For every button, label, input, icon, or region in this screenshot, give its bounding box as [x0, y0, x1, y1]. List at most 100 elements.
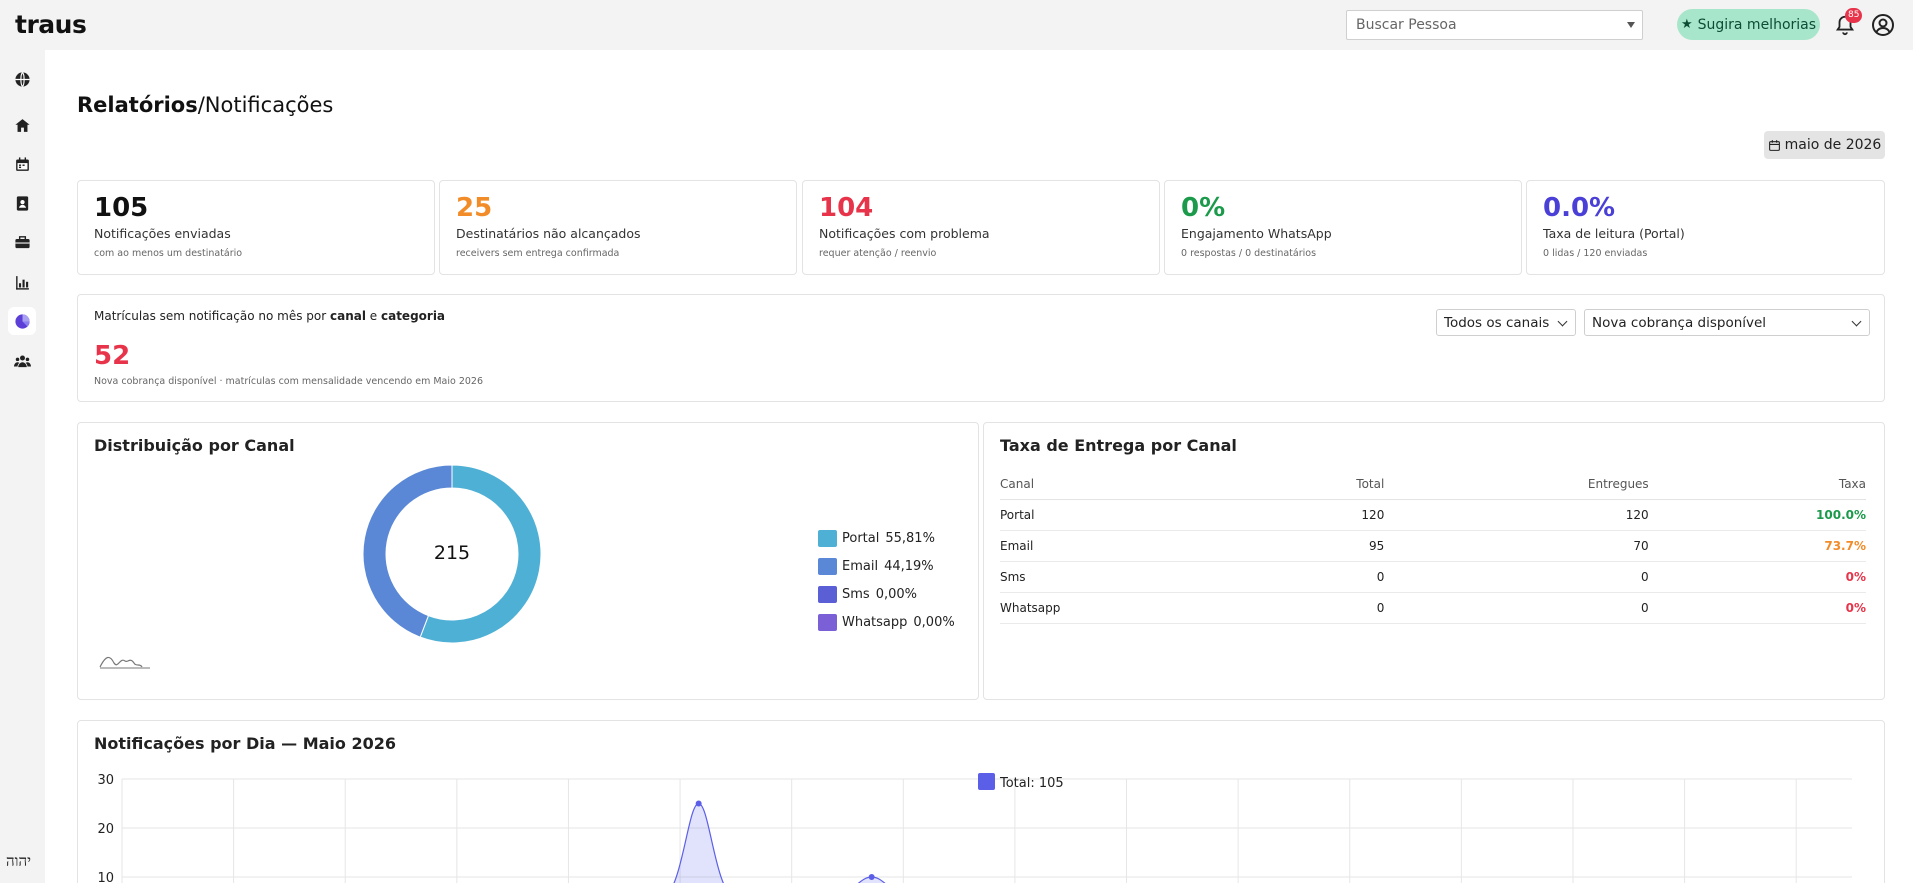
cell-taxa: 0%	[1648, 561, 1866, 593]
kpi-subtext: 0 lidas / 120 enviadas	[1543, 248, 1648, 259]
panel-title: Distribuição por Canal	[94, 436, 295, 455]
kpi-value: 25	[456, 193, 493, 223]
cell-entregues: 70	[1384, 530, 1649, 562]
y-tick-label: 30	[97, 773, 114, 788]
sidebar-item-globe[interactable]	[8, 65, 36, 93]
kpi-subtext: requer atenção / reenvio	[819, 248, 937, 259]
table-row: Whatsapp 0 0 0%	[1000, 592, 1866, 624]
distribution-panel: Distribuição por Canal 215 Portal 55,81% …	[77, 422, 979, 700]
cell-total: 0	[1262, 561, 1385, 593]
channel-select[interactable]: Todos os canais	[1436, 309, 1576, 336]
globe-icon	[14, 71, 30, 87]
kpi-label: Taxa de leitura (Portal)	[1543, 226, 1685, 241]
cell-entregues: 120	[1384, 499, 1649, 531]
data-point[interactable]	[868, 874, 875, 880]
delivery-rate-panel: Taxa de Entrega por Canal Canal Total En…	[983, 422, 1885, 700]
kpi-value: 0%	[1181, 193, 1226, 223]
chevron-down-icon	[1851, 316, 1862, 327]
sidebar-footer-text: יהוה	[6, 852, 32, 870]
cell-total: 120	[1262, 499, 1385, 531]
legend-swatch	[818, 613, 837, 631]
legend-swatch	[818, 585, 837, 603]
kpi-label: Notificações com problema	[819, 226, 990, 241]
kpi-subtext: receivers sem entrega confirmada	[456, 248, 620, 259]
legend-item-email[interactable]: Email 44,19%	[818, 552, 955, 580]
cell-taxa: 0%	[1648, 592, 1866, 624]
sidebar: יהוה	[0, 50, 45, 883]
suggest-improvements-button[interactable]: ★ Sugira melhorias	[1677, 9, 1820, 40]
kpi-value: 104	[819, 193, 874, 223]
missing-subtext: Nova cobrança disponível · matrículas co…	[94, 376, 484, 387]
notification-count-badge: 85	[1845, 8, 1863, 23]
app-logo[interactable]: traus	[15, 10, 87, 39]
main-content: Relatórios/Notificações maio de 2026 105…	[45, 50, 1913, 883]
chart-grid	[121, 778, 1852, 883]
y-tick-label: 10	[97, 871, 114, 883]
cell-canal: Whatsapp	[1000, 592, 1263, 624]
kpi-subtext: 0 respostas / 0 destinatários	[1181, 248, 1317, 259]
user-account-icon[interactable]	[1871, 13, 1895, 37]
missing-notifications-card: Matrículas sem notificação no mês por ca…	[77, 294, 1885, 402]
page-title-section[interactable]: Relatórios	[77, 93, 198, 117]
missing-title: Matrículas sem notificação no mês por ca…	[94, 309, 446, 323]
column-header-taxa: Taxa	[1648, 469, 1866, 500]
kpi-label: Engajamento WhatsApp	[1181, 226, 1332, 241]
data-point[interactable]	[695, 800, 702, 807]
page-title: Relatórios/Notificações	[77, 93, 333, 117]
cell-taxa: 100.0%	[1648, 499, 1866, 531]
legend-item-sms[interactable]: Sms 0,00%	[818, 580, 955, 608]
contacts-icon	[16, 195, 28, 211]
daily-area-chart: 10 20 30 Total: 105	[97, 773, 1852, 883]
kpi-card-whatsapp-engagement: 0% Engajamento WhatsApp 0 respostas / 0 …	[1164, 180, 1522, 275]
table-row: Sms 0 0 0%	[1000, 561, 1866, 593]
sidebar-item-notifications-report[interactable]	[8, 307, 36, 335]
column-header-entregues: Entregues	[1384, 469, 1649, 500]
cell-entregues: 0	[1384, 561, 1649, 593]
cell-total: 0	[1262, 592, 1385, 624]
dropdown-caret-icon[interactable]	[1627, 22, 1635, 28]
donut-chart: 215	[99, 464, 542, 669]
donut-slice-portal[interactable]	[419, 464, 542, 644]
sidebar-item-reports[interactable]	[8, 268, 36, 296]
column-header-total: Total	[1262, 469, 1385, 500]
calendar-icon	[15, 156, 29, 171]
sidebar-item-contacts[interactable]	[8, 189, 36, 217]
sidebar-item-home[interactable]	[8, 111, 36, 139]
suggest-label: Sugira melhorias	[1697, 16, 1817, 33]
donut-total-label: 215	[434, 542, 470, 564]
daily-notifications-panel: Notificações por Dia — Maio 2026 10 20 30 …	[77, 720, 1885, 883]
cell-entregues: 0	[1384, 592, 1649, 624]
donut-slice-email[interactable]	[362, 464, 453, 638]
y-axis-ticks: 10 20 30	[97, 773, 114, 883]
kpi-label: Notificações enviadas	[94, 226, 231, 241]
sidebar-item-briefcase[interactable]	[8, 228, 36, 256]
panel-title: Taxa de Entrega por Canal	[1000, 436, 1237, 455]
chevron-down-icon	[1557, 316, 1568, 327]
legend-item-whatsapp[interactable]: Whatsapp 0,00%	[818, 608, 955, 636]
legend-item-portal[interactable]: Portal 55,81%	[818, 524, 955, 552]
legend-swatch	[818, 529, 837, 547]
users-icon	[13, 354, 31, 367]
delivery-rate-table: Canal Total Entregues Taxa Portal 120 12…	[1000, 469, 1866, 624]
channel-select-value: Todos os canais	[1444, 314, 1550, 331]
kpi-card-problems: 104 Notificações com problema requer ate…	[802, 180, 1160, 275]
kpi-card-not-reached: 25 Destinatários não alcançados receiver…	[439, 180, 797, 275]
month-label: maio de 2026	[1784, 137, 1882, 153]
sidebar-item-calendar[interactable]	[8, 150, 36, 178]
person-search[interactable]	[1346, 10, 1643, 40]
kpi-value: 105	[94, 193, 149, 223]
chart-watermark-icon	[99, 656, 150, 669]
month-picker-button[interactable]: maio de 2026	[1764, 131, 1885, 159]
briefcase-icon	[14, 235, 30, 248]
kpi-card-sent: 105 Notificações enviadas com ao menos u…	[77, 180, 435, 275]
kpi-label: Destinatários não alcançados	[456, 226, 641, 241]
search-input[interactable]	[1347, 11, 1642, 39]
table-row: Portal 120 120 100.0%	[1000, 499, 1866, 531]
chart-legend-label[interactable]: Total: 105	[999, 776, 1064, 791]
chart-legend-swatch[interactable]	[978, 773, 995, 790]
home-icon	[14, 118, 30, 132]
bar-chart-icon	[15, 275, 29, 290]
cell-canal: Portal	[1000, 499, 1263, 531]
sidebar-item-users[interactable]	[8, 347, 36, 375]
category-select[interactable]: Nova cobrança disponível	[1584, 309, 1870, 336]
